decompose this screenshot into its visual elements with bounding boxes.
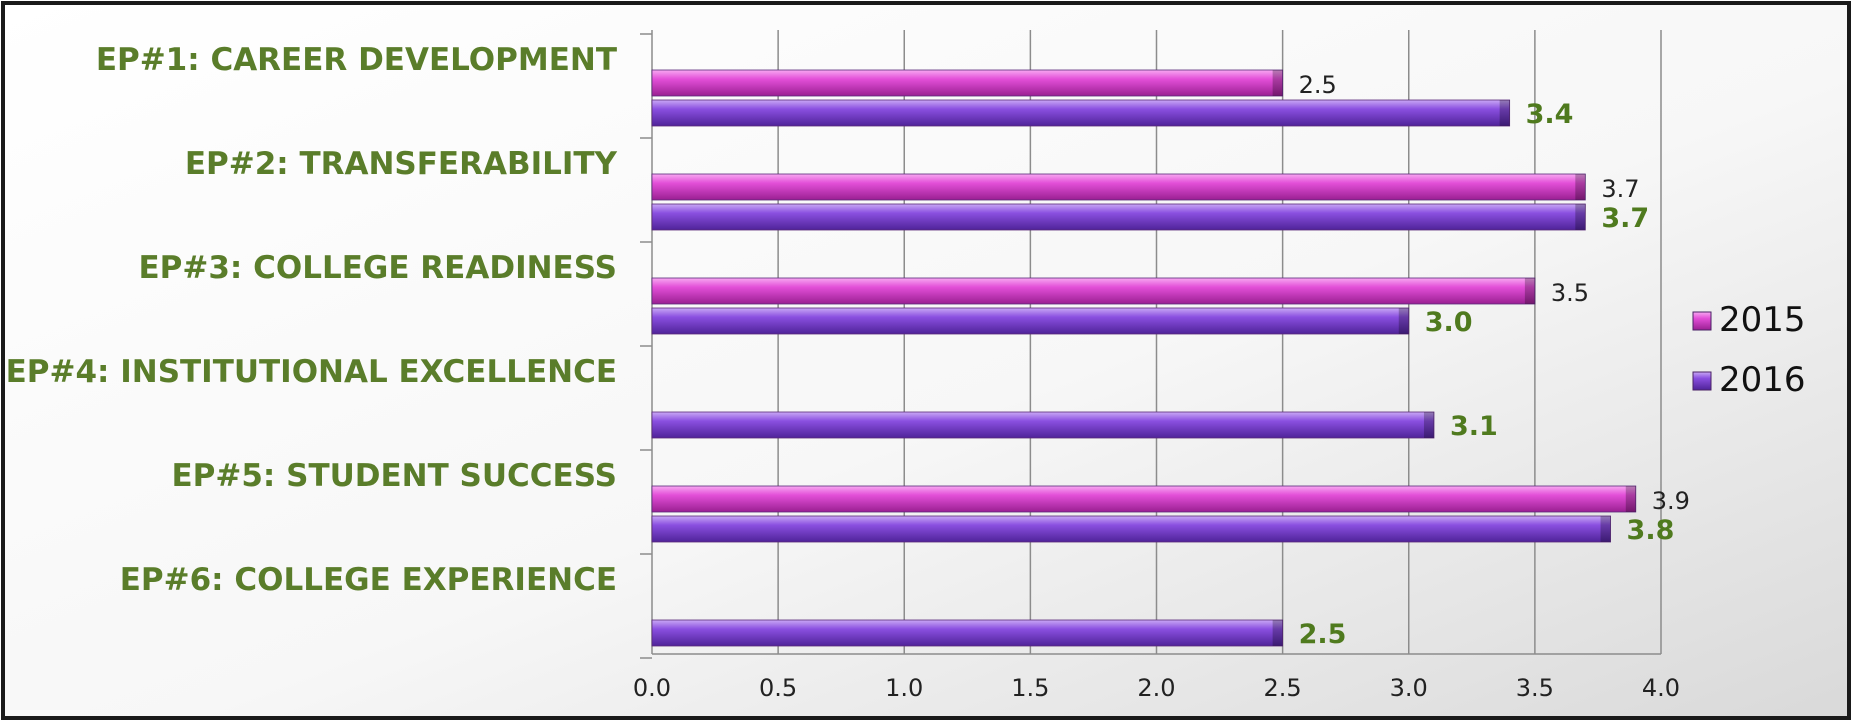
- bar-2015: [651, 69, 1284, 97]
- data-label: 3.0: [1425, 307, 1473, 338]
- data-label: 3.8: [1627, 515, 1675, 546]
- category-label: EP#4: INSTITUTIONAL EXCELLENCE: [6, 354, 617, 390]
- bar-end-cap: [1272, 620, 1283, 646]
- x-tick-label: 4.0: [1642, 674, 1680, 702]
- bar-2015: [651, 173, 1586, 201]
- bar-2016: [651, 411, 1435, 439]
- bar-end-cap: [1524, 278, 1535, 304]
- data-label: 2.5: [1299, 71, 1337, 99]
- bar-end-cap: [1575, 174, 1586, 200]
- bar-end-cap: [1398, 308, 1409, 334]
- data-label: 3.1: [1450, 411, 1498, 442]
- category-label: EP#1: CAREER DEVELOPMENT: [96, 42, 617, 78]
- x-tick-label: 3.0: [1390, 674, 1428, 702]
- x-tick-label: 3.5: [1516, 674, 1554, 702]
- x-tick-label: 1.5: [1011, 674, 1049, 702]
- legend: 2015 2016: [1692, 300, 1806, 400]
- category-label: EP#5: STUDENT SUCCESS: [171, 458, 617, 494]
- bar-2015: [651, 485, 1637, 513]
- bar-end-cap: [1423, 412, 1434, 438]
- bar-2016: [651, 203, 1586, 231]
- data-label: 2.5: [1299, 619, 1347, 650]
- bar-2016: [651, 619, 1284, 647]
- data-label: 3.5: [1551, 279, 1589, 307]
- category-label: EP#2: TRANSFERABILITY: [185, 146, 618, 182]
- bar-2015: [651, 277, 1536, 305]
- data-label: 3.9: [1652, 487, 1690, 515]
- category-label: EP#3: COLLEGE READINESS: [138, 250, 617, 286]
- x-tick-label: 0.5: [759, 674, 797, 702]
- bar-2016: [651, 307, 1410, 335]
- bar-end-cap: [1272, 70, 1283, 96]
- data-label: 3.7: [1601, 175, 1639, 203]
- x-tick-label: 2.5: [1264, 674, 1302, 702]
- category-label: EP#6: COLLEGE EXPERIENCE: [120, 562, 617, 598]
- bar-end-cap: [1575, 204, 1586, 230]
- x-tick-label: 0.0: [633, 674, 671, 702]
- bar-end-cap: [1600, 516, 1611, 542]
- x-tick-label: 2.0: [1137, 674, 1175, 702]
- data-label: 3.7: [1601, 203, 1649, 234]
- bar-end-cap: [1499, 100, 1510, 126]
- x-tick-label: 1.0: [885, 674, 923, 702]
- data-label: 3.4: [1526, 99, 1574, 130]
- legend-label: 2016: [1719, 360, 1806, 400]
- legend-swatch-2016: [1692, 371, 1712, 391]
- legend-swatch-2015: [1692, 311, 1712, 331]
- bar-end-cap: [1625, 486, 1636, 512]
- bar-2016: [651, 99, 1511, 127]
- legend-label: 2015: [1719, 300, 1806, 340]
- bar-2016: [651, 515, 1611, 543]
